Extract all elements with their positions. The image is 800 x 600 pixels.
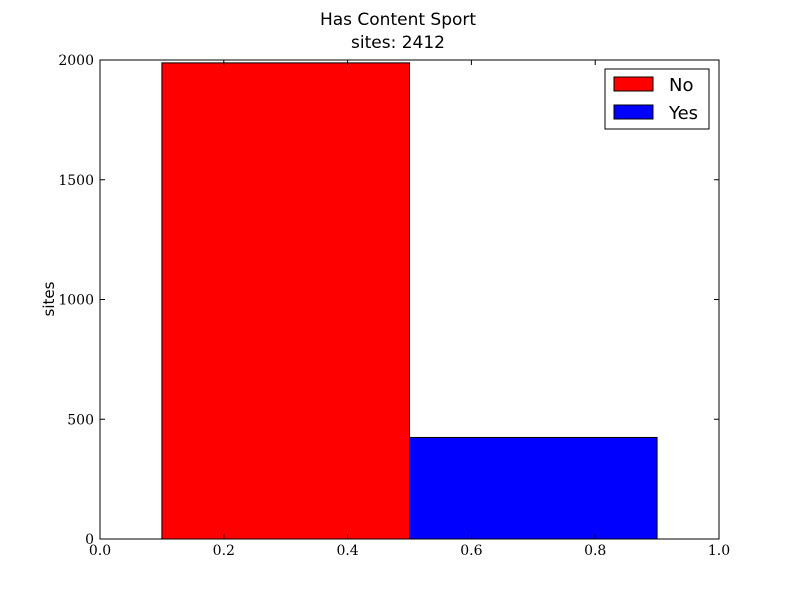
legend: No Yes [604,68,710,130]
bars-group [161,62,658,540]
x-tick-label: 0.6 [460,543,482,559]
chart-subtitle: sites: 2412 [351,33,445,53]
y-tick-label: 0 [85,532,94,548]
y-tick-label: 1000 [58,293,94,309]
legend-label-no: No [669,75,693,96]
legend-label-yes: Yes [668,103,698,124]
x-tick-label: 0.2 [213,543,235,559]
bar-no [161,62,410,540]
y-tick-label: 2000 [58,53,94,69]
y-axis-label: sites [40,281,58,316]
chart-title: Has Content Sport [320,10,476,30]
x-tick-label: 0.0 [89,543,111,559]
y-tick-label: 1500 [58,173,94,189]
bar-yes [409,436,658,540]
ticks-group: 0.0 0.2 0.4 0.6 0.8 1.0 0 500 1000 1500 2000 [58,53,730,559]
legend-swatch-no [613,76,654,92]
y-tick-label: 500 [67,412,94,428]
x-tick-label: 0.4 [336,543,358,559]
x-tick-label: 1.0 [708,543,730,559]
legend-swatch-yes [613,104,654,120]
x-tick-label: 0.8 [584,543,606,559]
